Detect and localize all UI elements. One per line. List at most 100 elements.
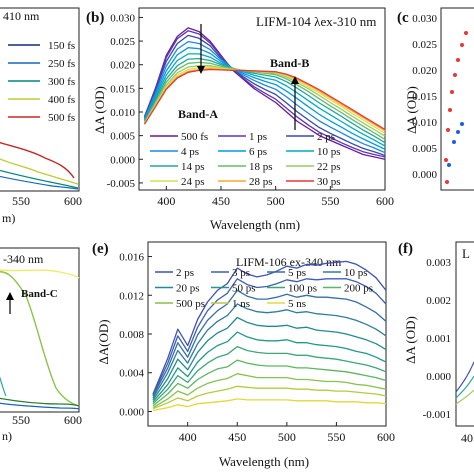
- panel-f-ytick-1: 0.002: [426, 295, 451, 307]
- b-ytick-label: -0.005: [107, 178, 136, 190]
- panel-c-ytick-1: 0.025: [412, 39, 437, 51]
- e-series-line-50ps: [152, 331, 387, 403]
- panel-c-y-axis: 0.030 0.025 0.020 0.015 0.010 0.005 0.00…: [412, 13, 437, 181]
- e-legend-label: 2 ps: [176, 267, 194, 279]
- e-series-line-500ps: [152, 373, 387, 409]
- b-xtick-label: 400: [157, 194, 175, 208]
- b-ytick-label: 0.015: [110, 83, 135, 95]
- e-series-line-100ps: [152, 345, 387, 405]
- panel-a-legend: 150 fs 250 fs 300 fs 400 fs 500 fs: [8, 40, 75, 124]
- panel-f-ytick-2: 0.001: [426, 333, 451, 345]
- panel-c-ytick-6: 0.000: [412, 169, 437, 181]
- panel-c: (c 0.030 0.025 0.020 0.015 0.010 0.005 0…: [397, 7, 474, 191]
- panel-e-ylabel: ΔA(OD): [96, 319, 111, 364]
- panel-c-marker: [447, 163, 451, 167]
- legend-label-400fs: 400 fs: [48, 94, 75, 106]
- b-ytick-label: 0.005: [110, 131, 135, 143]
- panel-f-xtick: 40: [461, 431, 473, 445]
- panel-d-xtick-600: 600: [64, 413, 82, 427]
- band-b-label: Band-B: [270, 56, 309, 70]
- e-series-line-10ps: [152, 303, 387, 399]
- b-series-line-24ps: [143, 66, 386, 134]
- e-xtick-label: 450: [228, 430, 246, 444]
- panel-b-label: (b): [86, 10, 104, 26]
- b-legend-label: 14 ps: [181, 161, 205, 173]
- panel-f-ytick-3: 0.000: [426, 371, 451, 383]
- panel-f-frame: [455, 241, 474, 427]
- panel-b-x-axis: 400 450 500 550 600: [157, 186, 394, 208]
- panel-c-marker: [453, 73, 457, 77]
- b-series-line-14ps: [143, 57, 386, 144]
- panel-c-marker: [448, 108, 452, 112]
- e-legend-label: 100 ps: [288, 283, 317, 295]
- panel-c-markers: [444, 31, 468, 184]
- b-legend-label: 2 ps: [317, 131, 335, 143]
- b-series-line-500fs: [143, 27, 386, 160]
- panel-d-curve-yellow: [0, 269, 80, 279]
- panel-d-curve-dark: [0, 397, 80, 407]
- e-xtick-label: 400: [179, 430, 197, 444]
- panel-d-curve-blue: [0, 402, 80, 410]
- b-legend-label: 22 ps: [317, 161, 341, 173]
- panel-b-series: [143, 27, 386, 160]
- panel-c-ytick-4: 0.010: [412, 117, 437, 129]
- b-xtick-label: 450: [212, 194, 230, 208]
- panel-e-label: (e): [92, 241, 109, 257]
- b-legend-label: 10 ps: [317, 146, 341, 158]
- panel-a-curve-400fs: [0, 158, 79, 185]
- panel-b-legend: 500 fs 1 ps 2 ps 4 ps 6 ps 10 ps 14 ps 18 ps 22 …: [150, 131, 341, 188]
- e-legend-label: 500 ps: [176, 298, 205, 310]
- panel-b: (b) LIFM-104 λex-310 nm -0.005 0.000 0.005…: [86, 7, 394, 232]
- panel-d-frame: [0, 247, 80, 413]
- e-legend-label: 20 ps: [176, 283, 200, 295]
- panel-f-curve: [455, 361, 474, 393]
- b-xtick-label: 550: [321, 194, 339, 208]
- e-ytick-label: 0.008: [119, 329, 144, 341]
- legend-label-250fs: 250 fs: [48, 58, 75, 70]
- e-xtick-label: 600: [377, 430, 395, 444]
- legend-label-500fs: 500 fs: [48, 112, 75, 124]
- panel-c-marker: [444, 158, 448, 162]
- b-legend-label: 28 ps: [249, 176, 273, 188]
- panel-e-xlabel: Wavelength (nm): [219, 454, 309, 469]
- e-xtick-label: 550: [327, 430, 345, 444]
- panel-f: (f) L 0.003 0.002 0.001 0.000 -0.001 ΔA …: [398, 241, 474, 445]
- panel-d-curve-green: [0, 271, 80, 407]
- legend-label-150fs: 150 fs: [48, 40, 75, 52]
- panel-c-ytick-3: 0.015: [412, 91, 437, 103]
- panel-c-marker: [464, 31, 468, 35]
- b-series-line-1ps: [143, 30, 386, 158]
- e-ytick-label: 0.000: [119, 406, 144, 418]
- legend-label-300fs: 300 fs: [48, 76, 75, 88]
- e-series-line-5ps: [152, 289, 387, 397]
- panel-b-title: LIFM-104 λex-310 nm: [256, 14, 376, 29]
- b-series-line-4ps: [143, 40, 386, 154]
- b-series-line-18ps: [143, 61, 386, 140]
- panel-d-title: -340 nm: [3, 252, 44, 266]
- e-ytick-label: 0.016: [119, 252, 144, 264]
- band-a-arrow-head: [197, 66, 205, 74]
- panel-c-marker: [446, 128, 450, 132]
- panel-a-curve-500fs: [0, 141, 75, 179]
- panel-c-marker: [460, 43, 464, 47]
- b-ytick-label: 0.030: [110, 12, 135, 24]
- e-legend-label: 5 ps: [288, 267, 306, 279]
- panel-f-curve: [455, 375, 474, 399]
- e-series-line-1ns: [152, 385, 387, 410]
- b-ytick-label: 0.010: [110, 107, 135, 119]
- e-legend-label: 1 ns: [232, 298, 250, 310]
- panel-c-frame: [440, 7, 474, 191]
- panel-f-label: (f): [398, 241, 413, 257]
- e-legend-label: 5 ns: [288, 298, 306, 310]
- panel-d-xtick-550: 550: [12, 413, 30, 427]
- e-legend-label: 200 ps: [344, 283, 373, 295]
- panel-f-title: L: [462, 246, 470, 261]
- panel-a-curve-250fs: [0, 175, 79, 190]
- panel-c-ytick-0: 0.030: [412, 13, 437, 25]
- b-series-line-30ps: [143, 68, 386, 131]
- e-series-line-3ps: [152, 278, 387, 396]
- panel-e-series: [152, 260, 387, 412]
- e-series-line-2ps: [152, 260, 387, 395]
- panel-f-curve: [455, 389, 474, 405]
